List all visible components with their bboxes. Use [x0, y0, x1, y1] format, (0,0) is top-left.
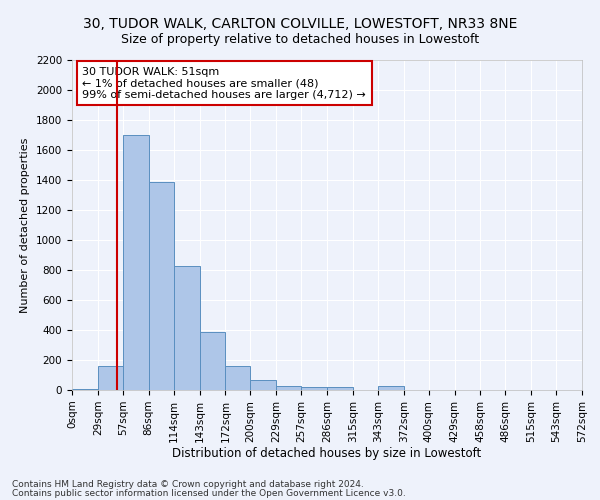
Text: 30, TUDOR WALK, CARLTON COLVILLE, LOWESTOFT, NR33 8NE: 30, TUDOR WALK, CARLTON COLVILLE, LOWEST…: [83, 18, 517, 32]
Text: Contains public sector information licensed under the Open Government Licence v3: Contains public sector information licen…: [12, 489, 406, 498]
Bar: [98, 366, 123, 390]
Y-axis label: Number of detached properties: Number of detached properties: [20, 138, 31, 312]
X-axis label: Distribution of detached houses by size in Lowestoft: Distribution of detached houses by size …: [172, 448, 482, 460]
Bar: [149, 182, 173, 390]
Bar: [378, 386, 404, 390]
Bar: [173, 266, 199, 390]
Text: Contains HM Land Registry data © Crown copyright and database right 2024.: Contains HM Land Registry data © Crown c…: [12, 480, 364, 489]
Text: 30 TUDOR WALK: 51sqm
← 1% of detached houses are smaller (48)
99% of semi-detach: 30 TUDOR WALK: 51sqm ← 1% of detached ho…: [82, 66, 366, 100]
Bar: [301, 388, 327, 390]
Bar: [199, 332, 226, 390]
Bar: [327, 388, 353, 390]
Bar: [72, 388, 98, 390]
Bar: [226, 366, 250, 390]
Bar: [123, 135, 149, 390]
Bar: [250, 380, 276, 390]
Bar: [276, 386, 301, 390]
Text: Size of property relative to detached houses in Lowestoft: Size of property relative to detached ho…: [121, 32, 479, 46]
